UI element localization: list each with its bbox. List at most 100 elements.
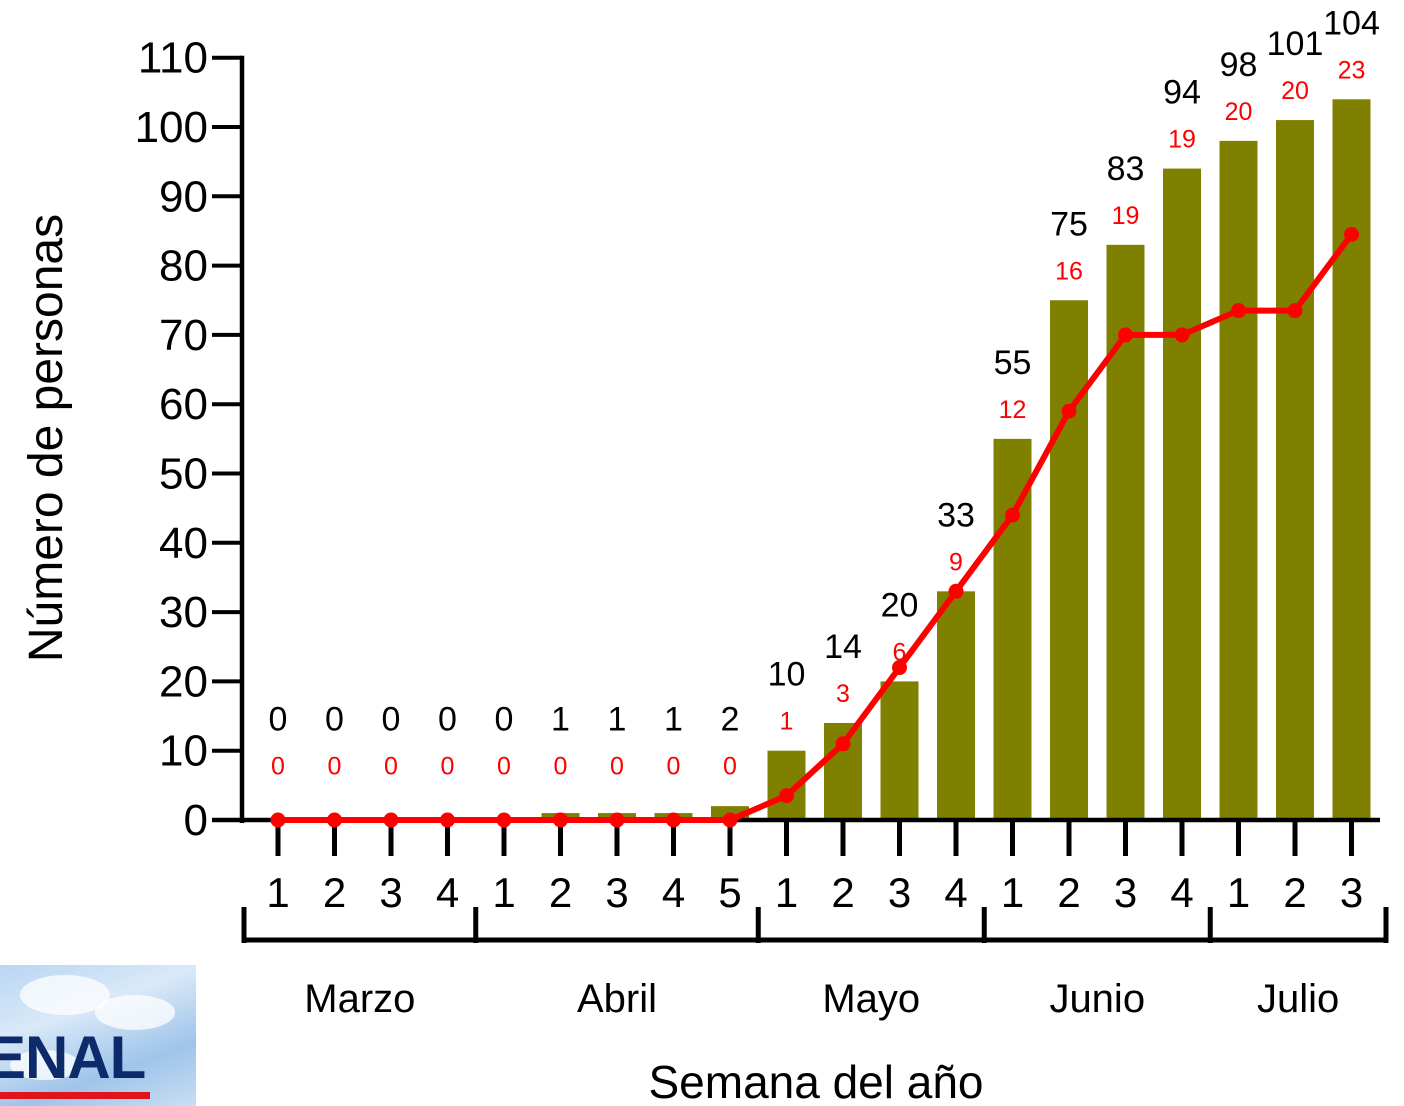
line-value-label: 0 bbox=[667, 753, 681, 781]
bar-value-label: 98 bbox=[1220, 46, 1258, 84]
line-value-label: 3 bbox=[836, 680, 850, 708]
bar-value-label: 0 bbox=[382, 701, 401, 739]
x-tick-label: 5 bbox=[718, 869, 741, 916]
y-tick-label: 110 bbox=[138, 34, 208, 83]
x-tick-label: 3 bbox=[1340, 869, 1363, 916]
bar-value-label: 1 bbox=[608, 701, 627, 739]
line-point bbox=[1118, 327, 1133, 343]
line-value-label: 0 bbox=[441, 753, 455, 781]
bar-value-label: 33 bbox=[937, 496, 975, 534]
line-point bbox=[779, 788, 794, 804]
line-value-label: 20 bbox=[1225, 98, 1253, 126]
bar-value-label: 75 bbox=[1050, 205, 1088, 243]
bar bbox=[1219, 140, 1258, 821]
y-tick-label: 10 bbox=[159, 727, 208, 776]
bar-value-label: 1 bbox=[551, 701, 570, 739]
line-point bbox=[1231, 303, 1246, 319]
line-value-label: 12 bbox=[999, 396, 1027, 424]
line-point bbox=[892, 660, 907, 676]
line-point bbox=[722, 812, 738, 828]
bar-value-label: 2 bbox=[721, 701, 740, 739]
bar-value-label: 1 bbox=[664, 701, 683, 739]
x-tick-label: 1 bbox=[775, 869, 798, 916]
line-point bbox=[1344, 226, 1359, 242]
x-axis-title: Semana del año bbox=[648, 1056, 983, 1106]
line-value-label: 0 bbox=[271, 753, 285, 781]
x-tick-label: 4 bbox=[944, 869, 967, 916]
x-tick-label: 1 bbox=[1001, 869, 1024, 916]
line-value-label: 19 bbox=[1168, 126, 1196, 154]
y-tick-label: 40 bbox=[159, 519, 208, 568]
line-value-label: 0 bbox=[497, 753, 511, 781]
line-value-label: 0 bbox=[723, 753, 737, 781]
x-tick-label: 2 bbox=[831, 869, 854, 916]
x-tick-label: 3 bbox=[888, 869, 911, 916]
line-series bbox=[278, 232, 1354, 823]
bar bbox=[1332, 99, 1371, 820]
line-value-label: 19 bbox=[1112, 202, 1140, 230]
line-value-label: 23 bbox=[1338, 56, 1366, 84]
line-value-label: 9 bbox=[949, 548, 963, 576]
bar-value-label: 0 bbox=[269, 701, 288, 739]
line-value-label: 0 bbox=[554, 753, 568, 781]
month-label: Julio bbox=[1257, 977, 1339, 1021]
bar bbox=[1276, 120, 1314, 820]
bar bbox=[880, 681, 919, 820]
line-value-label: 0 bbox=[328, 753, 342, 781]
bar bbox=[937, 591, 975, 820]
x-tick-label: 2 bbox=[323, 869, 346, 916]
bar-value-label: 10 bbox=[768, 656, 806, 694]
x-tick-label: 1 bbox=[266, 869, 289, 916]
y-tick-label: 70 bbox=[159, 311, 208, 360]
line-point bbox=[270, 812, 286, 828]
line-value-label: 6 bbox=[893, 638, 907, 666]
month-label: Mayo bbox=[822, 977, 920, 1021]
x-tick-label: 3 bbox=[605, 869, 628, 916]
line-point bbox=[327, 812, 342, 828]
line-point bbox=[666, 812, 681, 828]
line-value-label: 1 bbox=[780, 708, 794, 736]
logo: ENAL bbox=[0, 965, 196, 1106]
bar-value-label: 104 bbox=[1323, 4, 1380, 42]
month-label: Junio bbox=[1049, 977, 1145, 1021]
line-point bbox=[496, 812, 512, 828]
line-value-label: 0 bbox=[384, 753, 398, 781]
bar-value-label: 83 bbox=[1107, 150, 1145, 188]
x-tick-label: 2 bbox=[549, 869, 572, 916]
logo-text: ENAL bbox=[0, 1024, 146, 1091]
x-tick-label: 4 bbox=[436, 869, 459, 916]
line-point bbox=[609, 812, 625, 828]
bar bbox=[1050, 300, 1088, 820]
line-point bbox=[383, 812, 399, 828]
bar-value-label: 94 bbox=[1163, 74, 1201, 112]
bar-value-label: 20 bbox=[881, 586, 919, 624]
line-value-label: 20 bbox=[1281, 77, 1309, 105]
y-tick-label: 90 bbox=[159, 172, 208, 221]
y-tick-label: 30 bbox=[159, 588, 208, 637]
y-tick-label: 80 bbox=[159, 242, 208, 291]
bar-value-label: 0 bbox=[325, 701, 344, 739]
y-tick-label: 50 bbox=[159, 450, 208, 499]
bar-value-label: 14 bbox=[824, 628, 862, 666]
bar-value-label: 101 bbox=[1267, 25, 1324, 63]
bar bbox=[1163, 168, 1201, 820]
bar-value-label: 0 bbox=[438, 701, 457, 739]
line-point bbox=[835, 736, 851, 752]
x-tick-label: 4 bbox=[1170, 869, 1193, 916]
line-value-label: 0 bbox=[610, 753, 624, 781]
x-tick-label: 1 bbox=[492, 869, 515, 916]
y-tick-label: 0 bbox=[184, 796, 208, 845]
line-value-label: 16 bbox=[1055, 257, 1083, 285]
month-label: Marzo bbox=[304, 977, 415, 1021]
line-point bbox=[1061, 403, 1077, 419]
bar-value-label: 0 bbox=[495, 701, 514, 739]
logo-bar bbox=[0, 1092, 150, 1099]
line-point bbox=[553, 812, 568, 828]
y-tick-label: 20 bbox=[159, 657, 208, 706]
y-axis-title: Número de personas bbox=[20, 214, 73, 662]
x-tick-label: 3 bbox=[1114, 869, 1137, 916]
line-point bbox=[1174, 327, 1190, 343]
line-point bbox=[948, 583, 964, 599]
line-point bbox=[1287, 303, 1303, 319]
